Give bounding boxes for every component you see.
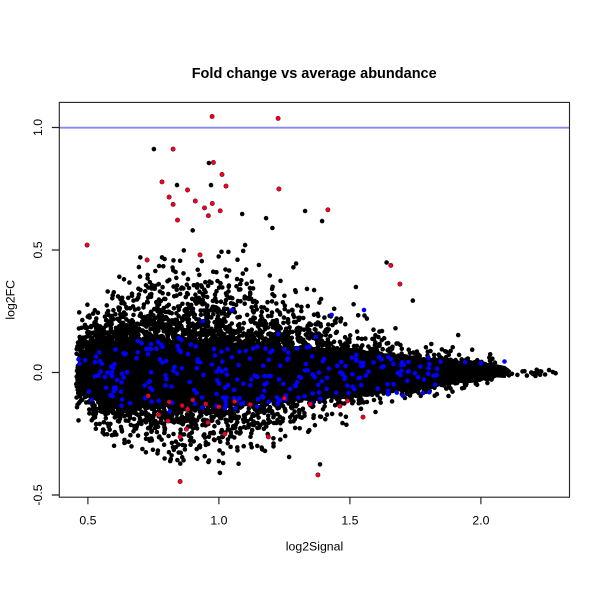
svg-text:0.0: 0.0 [31,364,45,381]
svg-text:log2FC: log2FC [4,280,18,320]
svg-text:log2Signal: log2Signal [286,540,343,554]
svg-text:1.5: 1.5 [341,514,358,528]
svg-text:Fold change vs average abundan: Fold change vs average abundance [192,66,437,82]
svg-text:-0.5: -0.5 [31,484,45,505]
svg-text:2.0: 2.0 [472,514,489,528]
svg-text:0.5: 0.5 [79,514,96,528]
svg-text:1.0: 1.0 [210,514,227,528]
svg-text:0.5: 0.5 [31,241,45,258]
svg-text:1.0: 1.0 [31,119,45,136]
